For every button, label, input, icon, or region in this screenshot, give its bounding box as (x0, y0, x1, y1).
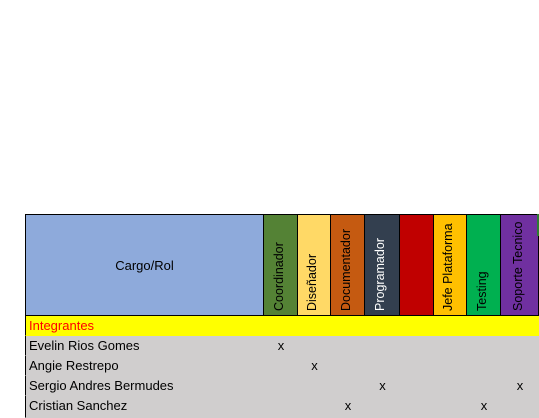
assignment-cell[interactable] (365, 356, 400, 376)
role-header-soporte-tecnico[interactable]: Soporte Tecnico (501, 214, 539, 316)
role-header-programador[interactable]: Programador (365, 214, 400, 316)
member-name[interactable]: Evelin Rios Gomes (25, 336, 264, 356)
role-label: Programador (373, 238, 387, 311)
assignment-cell[interactable]: x (365, 376, 400, 396)
role-header-documentador[interactable]: Documentador (331, 214, 365, 316)
role-header-jefe-plataforma[interactable]: Jefe Plataforma (434, 214, 467, 316)
role-header-coordinador[interactable]: Coordinador (264, 214, 298, 316)
assignment-cell[interactable] (365, 336, 400, 356)
role-label: Testing (474, 271, 489, 311)
assignment-cell[interactable] (467, 336, 501, 356)
assignment-cell[interactable] (400, 396, 434, 418)
role-label: Analista (407, 266, 422, 311)
assignment-cell[interactable] (298, 396, 331, 418)
assignment-cell[interactable] (467, 376, 501, 396)
header-cargo-rol[interactable]: Cargo/Rol (25, 214, 264, 316)
adjacent-cell-edge (537, 214, 539, 236)
assignment-cell[interactable] (331, 356, 365, 376)
assignment-cell[interactable] (467, 356, 501, 376)
assignment-cell[interactable]: x (264, 336, 298, 356)
role-header-disenador[interactable]: Diseñador (298, 214, 331, 316)
role-header-analista[interactable]: Analista (400, 214, 434, 316)
assignment-cell[interactable] (434, 336, 467, 356)
assignment-cell[interactable]: x (501, 376, 539, 396)
assignment-cell[interactable] (331, 376, 365, 396)
assignment-cell[interactable]: x (298, 356, 331, 376)
member-name[interactable]: Sergio Andres Bermudes (25, 376, 264, 396)
role-label: Coordinador (271, 242, 286, 311)
role-label: Diseñador (305, 254, 319, 311)
section-integrantes[interactable]: Integrantes (25, 316, 539, 336)
assignment-cell[interactable] (400, 336, 434, 356)
assignment-cell[interactable] (434, 356, 467, 376)
role-label: Jefe Plataforma (441, 223, 455, 311)
assignment-cell[interactable] (501, 356, 539, 376)
role-label: Soporte Tecnico (510, 221, 525, 311)
roles-table: Cargo/Rol Coordinador Diseñador Document… (25, 214, 539, 418)
assignment-cell[interactable] (434, 376, 467, 396)
assignment-cell[interactable] (501, 396, 539, 418)
assignment-cell[interactable] (365, 396, 400, 418)
assignment-cell[interactable] (264, 356, 298, 376)
assignment-cell[interactable] (298, 336, 331, 356)
assignment-cell[interactable] (400, 376, 434, 396)
assignment-cell[interactable] (501, 336, 539, 356)
assignment-cell[interactable] (331, 336, 365, 356)
assignment-cell[interactable] (434, 396, 467, 418)
member-name[interactable]: Cristian Sanchez (25, 396, 264, 418)
section-integrantes-label: Integrantes (29, 318, 95, 333)
role-header-testing[interactable]: Testing (467, 214, 501, 316)
header-cargo-rol-label: Cargo/Rol (115, 257, 174, 273)
member-name[interactable]: Angie Restrepo (25, 356, 264, 376)
assignment-cell[interactable]: x (331, 396, 365, 418)
assignment-cell[interactable] (400, 356, 434, 376)
role-label: Documentador (338, 229, 353, 311)
assignment-cell[interactable] (264, 396, 298, 418)
assignment-cell[interactable] (298, 376, 331, 396)
assignment-cell[interactable]: x (467, 396, 501, 418)
assignment-cell[interactable] (264, 376, 298, 396)
